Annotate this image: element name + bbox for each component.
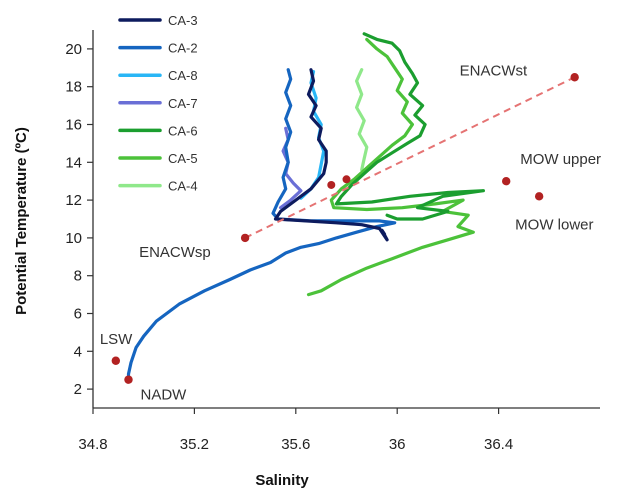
- y-tick-label: 10: [65, 230, 82, 247]
- x-tick-label: 36.4: [484, 436, 513, 453]
- x-tick-label: 36: [389, 436, 406, 453]
- water-mass-marker: [570, 73, 579, 82]
- water-mass-label: MOW upper: [520, 151, 601, 168]
- legend-label: CA-3: [168, 13, 198, 28]
- y-tick-label: 12: [65, 192, 82, 209]
- water-mass-label: NADW: [140, 387, 187, 404]
- water-mass-label: ENACWst: [460, 62, 528, 79]
- water-mass-markers: ENACWst MOW upper MOW lower ENACWsp LSW NADW: [100, 62, 601, 403]
- y-tick-label: 2: [74, 381, 82, 398]
- legend-label: CA-5: [168, 151, 198, 166]
- mixing-line-layer: [244, 76, 576, 239]
- series-line-ca-7: [279, 126, 303, 210]
- series-line-ca-3: [273, 68, 389, 242]
- x-tick-label: 35.6: [281, 436, 310, 453]
- water-mass-label: LSW: [100, 331, 133, 348]
- mixing-line: [244, 76, 576, 239]
- water-mass-marker: [502, 177, 511, 186]
- x-axis-title: Salinity: [255, 472, 309, 489]
- series-layer: [126, 32, 485, 382]
- data-point-marker: [327, 180, 336, 189]
- y-tick-label: 16: [65, 117, 82, 134]
- x-tick-label: 35.2: [180, 436, 209, 453]
- x-tick-label: 34.8: [78, 436, 107, 453]
- water-mass-label: MOW lower: [515, 216, 593, 233]
- water-mass-label: ENACWsp: [139, 244, 211, 261]
- axes: [92, 30, 600, 409]
- y-tick-label: 20: [65, 41, 82, 58]
- legend-label: CA-6: [168, 123, 198, 138]
- water-mass-marker: [240, 233, 250, 243]
- legend-label: CA-4: [168, 179, 198, 194]
- legend: CA-3 CA-2 CA-8 CA-7 CA-6 CA-5 CA-4: [118, 13, 198, 194]
- y-tick-label: 14: [65, 154, 82, 171]
- water-mass-marker: [111, 356, 121, 365]
- data-point-marker: [342, 175, 351, 184]
- legend-label: CA-7: [168, 96, 198, 111]
- legend-label: CA-8: [168, 68, 198, 83]
- series-line-ca-2: [126, 68, 397, 382]
- ticks: 34.8 35.2 35.6 36 36.4 2 4 6 8 10 12 14 16 18 20: [65, 41, 513, 453]
- y-tick-label: 8: [74, 268, 82, 285]
- water-mass-marker: [124, 375, 133, 384]
- water-mass-marker: [534, 192, 544, 201]
- y-axis-title: Potential Temperature (ºC): [13, 127, 30, 315]
- y-tick-label: 18: [65, 79, 82, 96]
- series-line-ca-6: [334, 32, 485, 221]
- legend-label: CA-2: [168, 41, 198, 56]
- series-line-ca-4: [355, 68, 369, 172]
- series-line-ca-5: [306, 37, 475, 297]
- y-tick-label: 6: [74, 306, 82, 323]
- y-tick-label: 4: [74, 343, 82, 360]
